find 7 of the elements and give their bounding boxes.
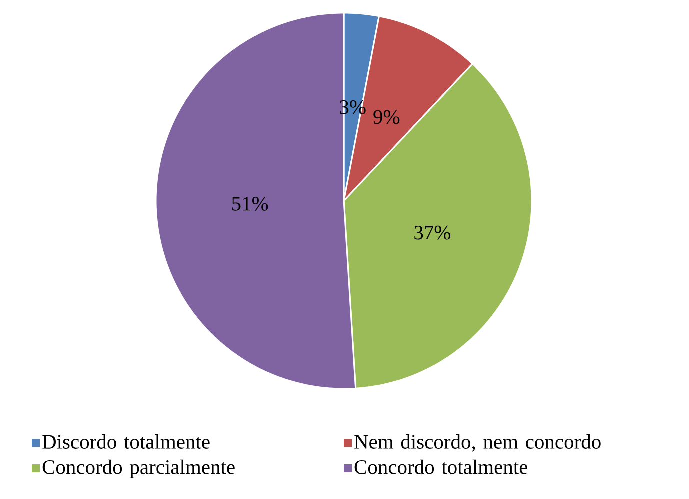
legend-label: Concordo parcialmente [42,460,235,478]
data-label: 9% [374,110,400,124]
data-label: 37% [414,226,451,240]
data-label: 51% [232,196,268,211]
legend-label: Nem discordo, nem concordo [354,434,601,452]
legend-label: Discordo totalmente [42,434,210,449]
legend-label: Concordo totalmente [354,460,528,474]
